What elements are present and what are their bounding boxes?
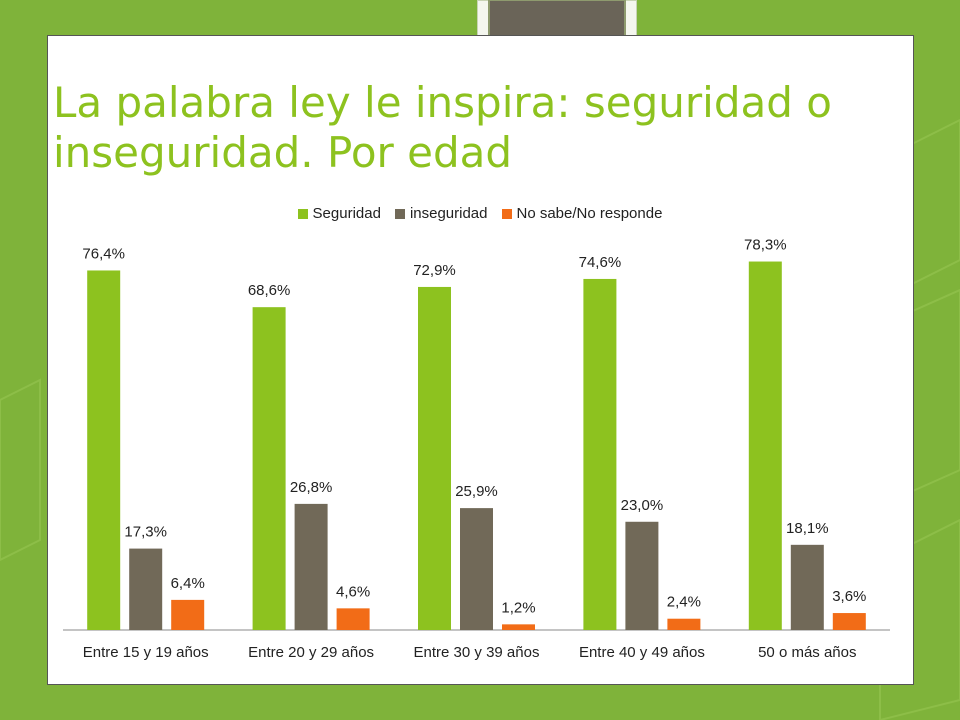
data-label-no-sabe-4: 2,4% [667, 594, 701, 611]
legend-swatch-seguridad [297, 208, 308, 219]
bar-inseguridad-4 [625, 521, 659, 630]
x-tick-label-1: Entre 15 y 19 años [83, 644, 209, 661]
bar-no-sabe-3 [502, 624, 535, 630]
data-label-no-sabe-2: 4,6% [336, 583, 370, 600]
bar-seguridad-4 [583, 278, 617, 630]
data-label-no-sabe-3: 1,2% [501, 599, 535, 616]
bar-seguridad-2 [252, 307, 286, 630]
bar-inseguridad-2 [294, 503, 328, 630]
data-label-seguridad-3: 72,9% [413, 262, 456, 279]
legend-label-inseguridad: inseguridad [409, 205, 488, 222]
data-label-inseguridad-3: 25,9% [455, 483, 498, 500]
bar-inseguridad-3 [460, 508, 493, 630]
bar-no-sabe-2 [336, 608, 370, 630]
data-label-seguridad-4: 74,6% [579, 254, 622, 271]
x-tick-label-5: 50 o más años [758, 644, 856, 661]
data-label-seguridad-1: 76,4% [82, 245, 125, 262]
data-label-no-sabe-1: 6,4% [171, 575, 205, 592]
legend-label-seguridad: Seguridad [312, 205, 381, 222]
data-label-seguridad-5: 78,3% [744, 237, 787, 254]
bar-no-sabe-4 [667, 618, 701, 630]
data-label-inseguridad-5: 18,1% [786, 520, 829, 537]
bar-no-sabe-5 [832, 613, 866, 630]
legend-swatch-no-sabe [501, 208, 512, 219]
bar-seguridad-3 [418, 286, 451, 630]
legend-swatch-inseguridad [394, 208, 405, 219]
legend-item-seguridad: Seguridad [297, 205, 381, 222]
data-label-no-sabe-5: 3,6% [832, 588, 866, 605]
data-label-inseguridad-2: 26,8% [290, 479, 333, 496]
x-tick-label-4: Entre 40 y 49 años [579, 644, 705, 661]
data-label-inseguridad-4: 23,0% [621, 497, 664, 514]
legend-item-no-sabe: No sabe/No responde [501, 205, 663, 222]
legend-label-no-sabe: No sabe/No responde [516, 205, 663, 222]
legend-item-inseguridad: inseguridad [394, 205, 488, 222]
data-label-inseguridad-1: 17,3% [124, 524, 167, 541]
slide-title: La palabra ley le inspira: seguridad o i… [53, 78, 832, 177]
bar-inseguridad-5 [790, 544, 824, 630]
bar-inseguridad-1 [129, 548, 163, 630]
data-label-seguridad-2: 68,6% [248, 282, 291, 299]
bar-no-sabe-1 [171, 599, 205, 630]
chart-legend: Seguridad inseguridad No sabe/No respond… [0, 205, 960, 222]
x-tick-label-3: Entre 30 y 39 años [414, 644, 540, 661]
x-tick-label-2: Entre 20 y 29 años [248, 644, 374, 661]
bar-seguridad-1 [87, 270, 121, 630]
bar-seguridad-5 [748, 261, 782, 630]
